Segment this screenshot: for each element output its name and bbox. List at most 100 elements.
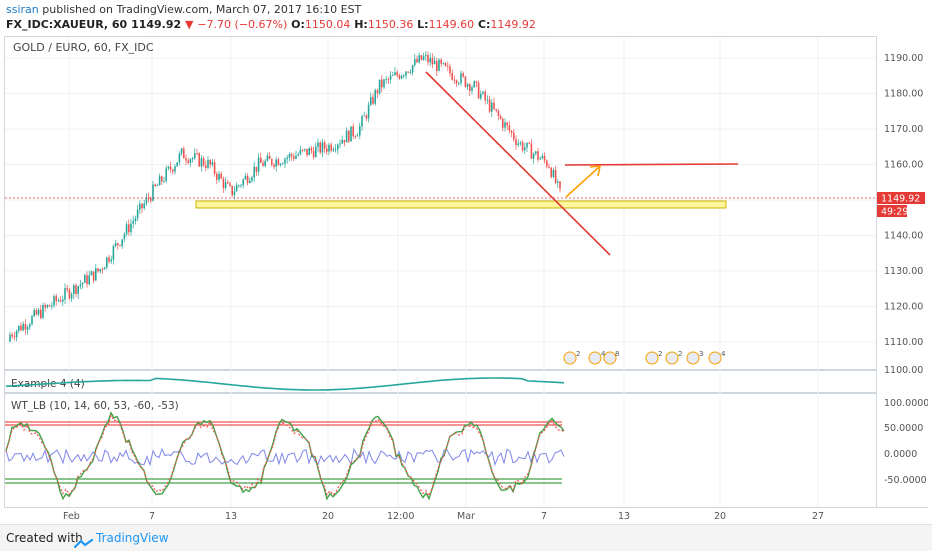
candle-body bbox=[196, 153, 198, 155]
candle-body bbox=[409, 72, 412, 74]
last-price: 1149.92 bbox=[131, 18, 182, 31]
ohlc-key: O: bbox=[291, 18, 305, 31]
candle-body bbox=[68, 289, 71, 299]
candle-body bbox=[365, 115, 368, 119]
indicator-pane-2[interactable] bbox=[4, 393, 877, 508]
indicator-2-label[interactable]: WT_LB (10, 14, 60, 53, -60, -53) bbox=[11, 400, 179, 412]
candle-body bbox=[295, 155, 297, 159]
publish-info: ssiran published on TradingView.com, Mar… bbox=[6, 3, 361, 16]
tradingview-link[interactable]: TradingView bbox=[96, 531, 169, 545]
candle-body bbox=[42, 305, 44, 319]
candle-body bbox=[18, 325, 20, 331]
candle-body bbox=[517, 143, 519, 145]
candle-body bbox=[77, 286, 79, 294]
candle-body bbox=[167, 166, 170, 169]
footer: Created with TradingView bbox=[0, 524, 932, 551]
candle-body bbox=[231, 185, 233, 196]
candle-body bbox=[304, 148, 306, 150]
candle-body bbox=[227, 182, 229, 184]
candle-body bbox=[31, 316, 33, 325]
candle-body bbox=[35, 309, 38, 315]
candle-body bbox=[306, 148, 308, 156]
candle-body bbox=[176, 162, 178, 167]
descending-trendline[interactable] bbox=[425, 71, 611, 256]
time-axis[interactable]: Feb 7 13 20 12:00 Mar 7 13 20 27 bbox=[63, 511, 824, 522]
candle-body bbox=[198, 153, 200, 167]
svg-text:3: 3 bbox=[699, 350, 703, 358]
candle-body bbox=[260, 157, 262, 163]
candle-body bbox=[277, 159, 280, 166]
time-tick: 20 bbox=[322, 511, 334, 520]
candle-body bbox=[497, 110, 500, 116]
candle-body bbox=[73, 285, 75, 295]
candle-body bbox=[189, 159, 192, 163]
candle-body bbox=[480, 93, 482, 99]
candle-body bbox=[112, 246, 115, 260]
candle-body bbox=[143, 203, 145, 209]
candle-body bbox=[187, 160, 189, 163]
candle-body bbox=[114, 243, 117, 247]
candle-body bbox=[134, 218, 137, 221]
created-with-text: Created with bbox=[6, 531, 83, 545]
candle-body bbox=[526, 142, 528, 148]
candle-body bbox=[515, 139, 517, 145]
candle-body bbox=[519, 142, 522, 144]
resistance-line[interactable] bbox=[564, 163, 739, 166]
candle-body bbox=[207, 159, 209, 168]
candle-body bbox=[200, 158, 203, 167]
support-zone[interactable] bbox=[195, 200, 727, 209]
event-badge: 8 bbox=[603, 350, 619, 365]
candle-body bbox=[136, 209, 139, 219]
candle-body bbox=[484, 91, 486, 101]
candle-body bbox=[48, 305, 51, 307]
candle-body bbox=[81, 282, 84, 285]
candle-body bbox=[106, 257, 108, 268]
candle-body bbox=[323, 142, 326, 149]
tradingview-logo-icon[interactable] bbox=[73, 534, 94, 553]
candle-body bbox=[321, 142, 324, 153]
candle-body bbox=[383, 79, 385, 88]
symbol-label[interactable]: FX_IDC:XAUEUR, 60 bbox=[6, 18, 128, 31]
candle-body bbox=[110, 259, 112, 262]
candle-body bbox=[462, 73, 464, 77]
candle-body bbox=[262, 162, 264, 167]
candle-body bbox=[330, 144, 332, 151]
candle-body bbox=[288, 154, 291, 158]
candle-body bbox=[444, 63, 447, 66]
event-badge: 2 bbox=[563, 350, 580, 365]
candle-body bbox=[22, 324, 24, 331]
svg-text:4: 4 bbox=[721, 350, 726, 358]
candle-body bbox=[132, 220, 134, 224]
candle-body bbox=[464, 76, 467, 87]
oscillator-axis[interactable]: 100.0000 50.0000 0.0000 -50.0000 bbox=[884, 398, 929, 486]
candle-body bbox=[343, 139, 346, 143]
ohlc-value: 1149.92 bbox=[490, 18, 536, 31]
candle-body bbox=[436, 61, 438, 71]
author-link[interactable]: ssiran bbox=[6, 3, 39, 16]
candle-body bbox=[185, 158, 187, 161]
arrow-head-icon bbox=[589, 165, 601, 177]
candle-body bbox=[508, 125, 511, 131]
chart-area[interactable]: GOLD / EURO, 60, FX_IDC 1190.00 1180.00 … bbox=[4, 36, 929, 522]
chart-svg[interactable]: GOLD / EURO, 60, FX_IDC 1190.00 1180.00 … bbox=[4, 36, 929, 522]
projection-arrow[interactable] bbox=[565, 166, 600, 198]
candle-body bbox=[218, 173, 220, 180]
candle-body bbox=[156, 185, 159, 187]
svg-text:2: 2 bbox=[658, 350, 662, 358]
osc-tick: 0.0000 bbox=[884, 449, 917, 460]
event-badges[interactable]: 2 4 8 2 2 3 4 bbox=[563, 350, 726, 365]
candle-body bbox=[361, 116, 363, 127]
time-tick: 13 bbox=[618, 511, 630, 520]
ohlc-value: 1150.04 bbox=[304, 18, 351, 31]
candle-body bbox=[213, 162, 216, 174]
candle-body bbox=[253, 166, 255, 178]
indicator-pane-1[interactable] bbox=[4, 370, 877, 393]
candle-body bbox=[53, 296, 55, 306]
candle-body bbox=[513, 132, 515, 140]
candle-body bbox=[284, 158, 286, 164]
change-arrow-icon: ▼ bbox=[185, 18, 194, 31]
candle-body bbox=[238, 185, 240, 187]
candle-body bbox=[337, 144, 339, 150]
candle-body bbox=[29, 324, 31, 328]
candle-body bbox=[469, 84, 471, 92]
